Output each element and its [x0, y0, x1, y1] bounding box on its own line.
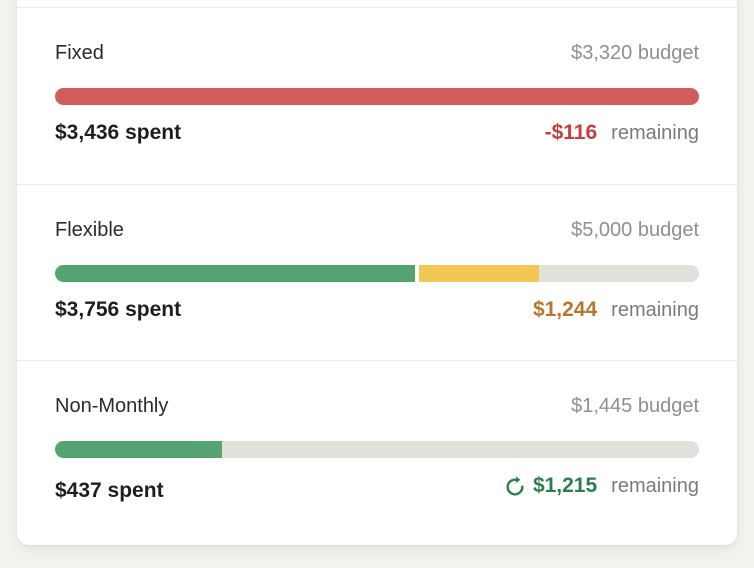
progress-segment [55, 441, 223, 458]
budget-progress-bar [55, 441, 699, 458]
remaining-suffix-label: remaining [611, 299, 699, 321]
spent-amount-label: $437 spent [55, 479, 164, 502]
group-name[interactable]: Flexible [55, 219, 124, 241]
budget-row-flexible[interactable]: Flexible $5,000 budget $3,756 spent $1,2… [17, 184, 737, 360]
remaining-suffix-label: remaining [611, 122, 699, 144]
group-name[interactable]: Non-Monthly [55, 395, 169, 417]
remaining-amount: $1,215 [532, 474, 598, 497]
remaining-group: $1,244 remaining [533, 296, 699, 324]
budget-amount-label: $1,445 budget [571, 395, 699, 417]
remaining-group: -$116 remaining [545, 119, 699, 147]
rollover-icon [504, 476, 526, 498]
remaining-group: $1,215 remaining [504, 472, 699, 500]
group-name[interactable]: Fixed [55, 42, 104, 64]
card-top-spacer [17, 0, 737, 7]
progress-track [55, 265, 699, 282]
progress-track [55, 88, 699, 105]
budget-groups-card: Fixed $3,320 budget $3,436 spent -$116 re… [17, 0, 737, 545]
pace-marker [414, 256, 419, 291]
remaining-suffix-label: remaining [611, 475, 699, 497]
budget-progress-bar [55, 256, 699, 291]
budget-row-non-monthly[interactable]: Non-Monthly $1,445 budget $437 spent $1,… [17, 360, 737, 545]
remaining-amount: -$116 [544, 121, 598, 144]
budget-progress-bar [55, 88, 699, 105]
spent-amount-label: $3,436 spent [55, 121, 182, 144]
progress-segment [55, 265, 417, 282]
budget-row-fixed[interactable]: Fixed $3,320 budget $3,436 spent -$116 re… [17, 7, 737, 184]
budget-amount-label: $5,000 budget [571, 219, 699, 241]
progress-segment [416, 265, 539, 282]
progress-segment [55, 88, 699, 105]
progress-track [55, 441, 699, 458]
budget-amount-label: $3,320 budget [571, 42, 699, 64]
spent-amount-label: $3,756 spent [55, 298, 182, 321]
remaining-amount: $1,244 [532, 298, 598, 321]
